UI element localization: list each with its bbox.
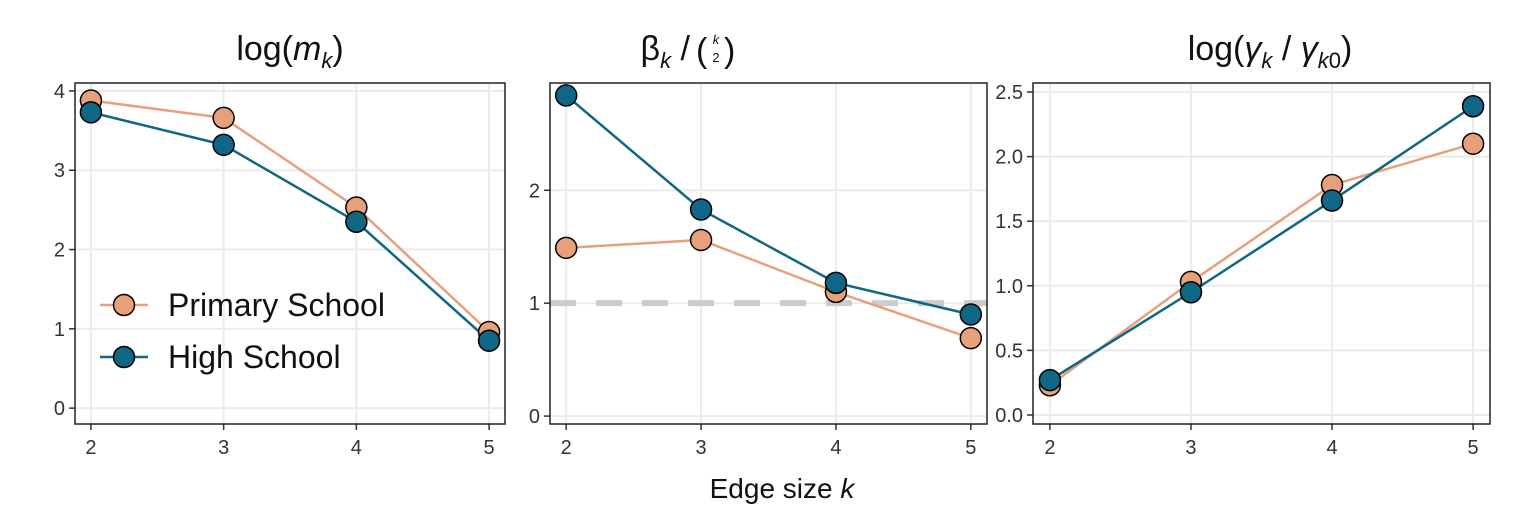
y-tick-label: 2.5	[995, 82, 1023, 104]
x-tick-label: 3	[1185, 437, 1196, 459]
x-axis-title: Edge size k	[710, 473, 857, 504]
x-tick-label: 5	[1468, 437, 1479, 459]
series-line-primary-school	[1049, 142, 1474, 387]
y-tick-label: 0.5	[995, 340, 1023, 362]
data-point-high-school	[1179, 281, 1203, 304]
x-tick-label: 4	[830, 437, 841, 459]
data-point-high-school	[345, 210, 368, 234]
series-line-high-school	[1049, 105, 1474, 382]
data-point-high-school	[689, 198, 713, 221]
panel-border	[1032, 82, 1491, 425]
data-point-primary-school	[1461, 132, 1485, 155]
y-tick-label: 0	[529, 406, 540, 428]
y-tick-label: 1.5	[995, 211, 1023, 233]
y-tick-label: 0.0	[995, 405, 1023, 427]
data-point-high-school	[1038, 368, 1062, 392]
series-line-high-school	[565, 94, 972, 316]
y-tick-label: 1	[529, 293, 540, 315]
y-tick-label: 2	[54, 240, 65, 262]
x-tick-label: 2	[85, 437, 96, 459]
svg-text:βk /: βk /	[641, 30, 691, 73]
panel-title-beta: βk / ( k 2 )	[641, 30, 736, 73]
panel-title-log-gamma: log(γk / γk0)	[1188, 30, 1353, 73]
panel-title-log-m: log(mk)	[236, 30, 343, 73]
x-tick-label: 2	[1044, 437, 1055, 459]
data-point-high-school	[477, 329, 501, 352]
x-tick-label: 3	[218, 437, 229, 459]
x-tick-label: 5	[484, 437, 495, 459]
svg-text:(: (	[696, 32, 708, 70]
data-point-primary-school	[212, 106, 235, 130]
legend-key-marker	[112, 345, 136, 369]
panel-3: 0.0 0.5 1.0 1.5 2.0 2.5 2 3 4 5	[995, 82, 1491, 459]
svg-text:2: 2	[712, 50, 719, 65]
x-tick-label: 4	[351, 437, 362, 459]
series-line-primary-school	[90, 99, 490, 333]
data-point-high-school	[1461, 95, 1485, 118]
x-tick-label: 5	[965, 437, 976, 459]
series-line-high-school	[90, 111, 490, 342]
panel-border	[74, 82, 506, 425]
y-tick-label: 4	[54, 81, 65, 103]
data-point-primary-school	[959, 326, 983, 350]
data-point-high-school	[1320, 189, 1344, 212]
data-point-high-school	[959, 303, 983, 326]
y-tick-label: 2.0	[995, 147, 1023, 169]
y-tick-label: 3	[54, 160, 65, 182]
y-tick-label: 1.0	[995, 276, 1023, 298]
data-point-high-school	[554, 84, 578, 107]
series-line-primary-school	[566, 238, 972, 340]
legend: Primary School High School	[100, 287, 385, 375]
svg-text:): )	[724, 32, 735, 70]
y-tick-label: 1	[54, 319, 65, 341]
y-tick-label: 2	[529, 180, 540, 202]
panel-2: 0 1 2 2 3 4 5	[529, 82, 988, 459]
x-tick-label: 2	[561, 437, 572, 459]
x-tick-label: 3	[695, 437, 706, 459]
legend-label: High School	[168, 339, 341, 375]
legend-label: Primary School	[168, 287, 385, 323]
data-point-high-school	[212, 133, 235, 157]
data-point-high-school	[824, 271, 848, 295]
data-point-primary-school	[554, 236, 578, 260]
data-point-high-school	[79, 101, 103, 124]
y-tick-label: 0	[54, 398, 65, 420]
legend-key-marker	[112, 293, 136, 317]
x-tick-label: 4	[1326, 437, 1337, 459]
panel-1: 0 1 2 3 4 2 3 4 5 Primary School High School	[54, 81, 506, 459]
svg-text:k: k	[713, 32, 721, 47]
panel-border	[549, 82, 988, 425]
data-point-primary-school	[689, 228, 713, 252]
